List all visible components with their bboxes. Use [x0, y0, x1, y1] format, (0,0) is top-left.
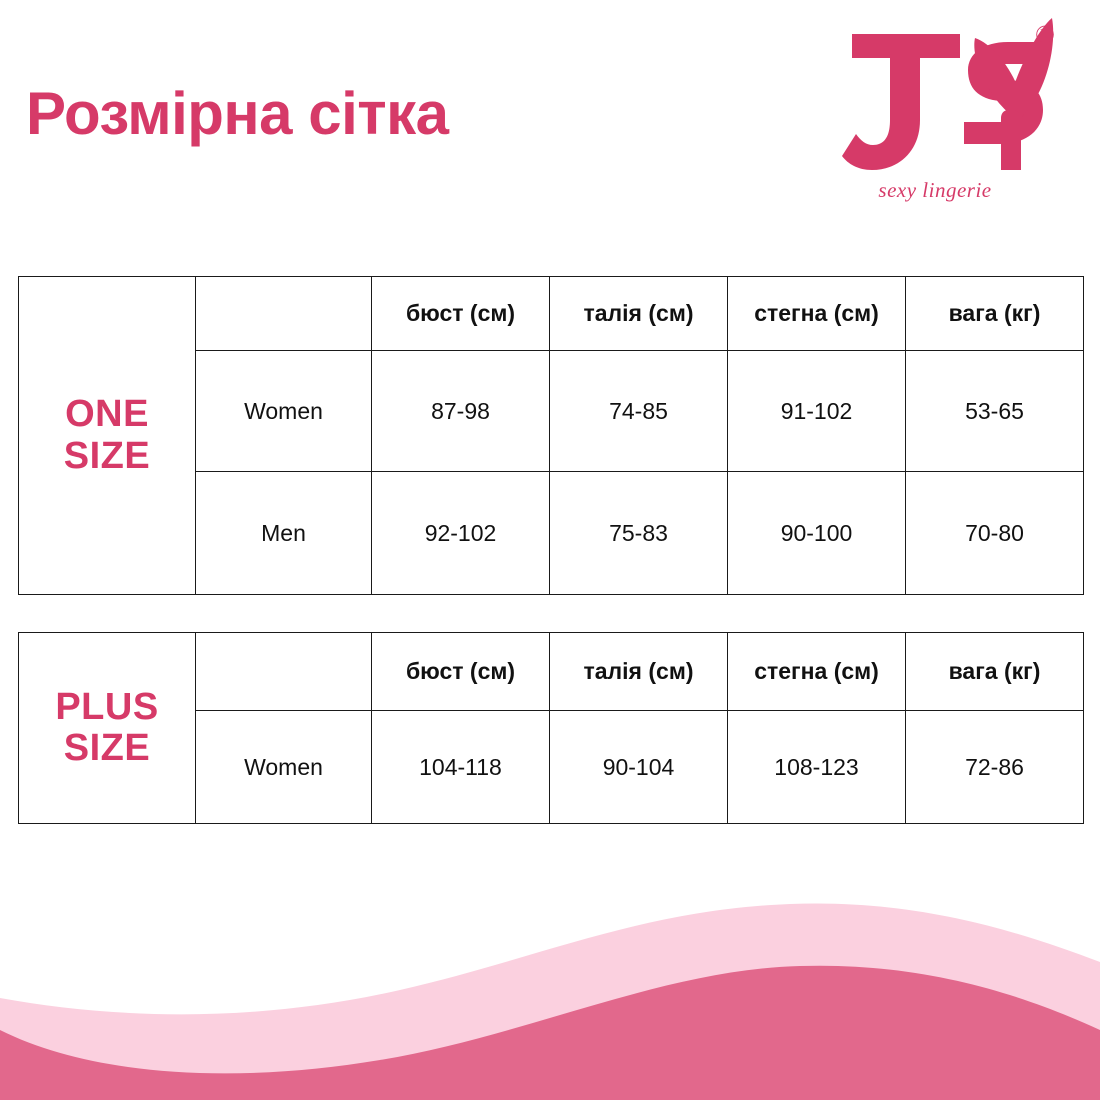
column-header-weight: вага (кг) — [905, 276, 1084, 351]
size-badge-line-2: SIZE — [63, 434, 151, 477]
table-row: Men 92-102 75-83 90-100 70-80 — [19, 471, 1084, 595]
decorative-waves — [0, 903, 1100, 1100]
wave-light-shape — [0, 903, 1100, 1100]
cell-men-bust: 92-102 — [371, 471, 550, 595]
cell-women-hips: 91-102 — [727, 350, 906, 472]
logo-tagline: sexy lingerie — [878, 178, 992, 202]
column-header-hips: стегна (см) — [727, 276, 906, 351]
cell-women-bust: 104-118 — [371, 710, 550, 824]
table-row: PLUS SIZE бюст (см) талія (см) стегна (с… — [18, 632, 1084, 824]
row-label-women: Women — [195, 710, 372, 824]
registered-trademark-icon: ® — [1035, 20, 1055, 49]
jsy-logo-icon — [842, 18, 1054, 170]
size-badge-cell: PLUS SIZE — [18, 632, 196, 824]
column-header-bust: бюст (см) — [371, 632, 550, 711]
empty-corner-cell — [195, 632, 372, 711]
cell-men-hips: 90-100 — [727, 471, 906, 595]
table-row: Women 87-98 74-85 91-102 53-65 — [19, 350, 1084, 472]
size-badge: ONE SIZE — [19, 394, 195, 476]
column-header-hips: стегна (см) — [727, 632, 906, 711]
brand-logo: ® sexy lingerie — [830, 12, 1080, 217]
column-header-waist: талія (см) — [549, 632, 728, 711]
one-size-table: ONE SIZE бюст (см) талія (см) стегна (см… — [18, 276, 1084, 595]
cell-women-waist: 74-85 — [549, 350, 728, 472]
column-header-waist: талія (см) — [549, 276, 728, 351]
size-badge-cell: ONE SIZE — [18, 276, 196, 595]
size-badge-line-1: ONE — [65, 393, 149, 436]
wave-dark-shape — [0, 965, 1100, 1100]
cell-women-bust: 87-98 — [371, 350, 550, 472]
row-label-men: Men — [195, 471, 372, 595]
empty-corner-cell — [195, 276, 372, 351]
cell-women-waist: 90-104 — [549, 710, 728, 824]
column-header-weight: вага (кг) — [905, 632, 1084, 711]
size-badge: PLUS SIZE — [19, 685, 195, 769]
table-row: Women 104-118 90-104 108-123 72-86 — [19, 710, 1084, 824]
cell-women-weight: 53-65 — [905, 350, 1084, 472]
table-row: ONE SIZE бюст (см) талія (см) стегна (см… — [18, 276, 1084, 595]
size-badge-line-2: SIZE — [63, 727, 151, 769]
cell-women-weight: 72-86 — [905, 710, 1084, 824]
plus-size-table: PLUS SIZE бюст (см) талія (см) стегна (с… — [18, 632, 1084, 824]
cell-men-waist: 75-83 — [549, 471, 728, 595]
row-label-women: Women — [195, 350, 372, 472]
size-badge-line-1: PLUS — [55, 685, 159, 728]
cell-women-hips: 108-123 — [727, 710, 906, 824]
column-header-bust: бюст (см) — [371, 276, 550, 351]
page-title: Розмірна сітка — [26, 80, 449, 147]
cell-men-weight: 70-80 — [905, 471, 1084, 595]
